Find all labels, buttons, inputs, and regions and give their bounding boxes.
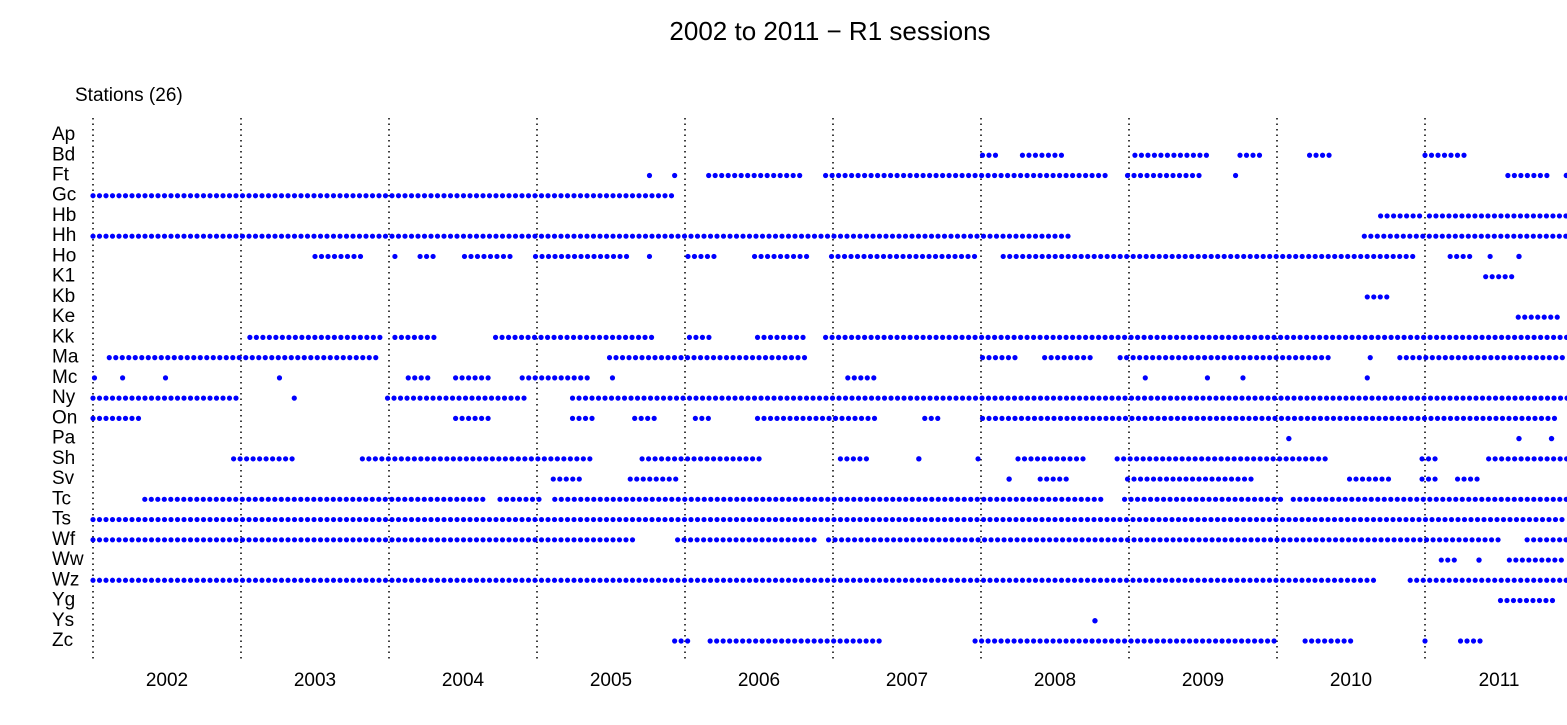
station-label: On [52,407,77,428]
station-label: Kk [52,326,75,347]
station-label: Hb [52,205,76,226]
station-label: Gc [52,185,76,206]
station-label: Sv [52,468,75,489]
station-label: Wf [52,529,76,550]
session-dot [1476,557,1482,563]
station-label: Yg [52,590,75,611]
station-label: Wz [52,569,79,590]
x-tick-label: 2006 [738,670,780,691]
station-label: Ho [52,245,76,266]
session-dot [1563,172,1567,179]
x-tick-label: 2004 [442,670,485,691]
station-label: Mc [52,367,77,388]
station-label: Ww [52,549,84,570]
session-dot [1006,476,1012,482]
station-label: Sh [52,448,75,469]
x-tick-label: 2007 [886,670,928,691]
station-label: Tc [52,488,71,509]
station-label: Zc [52,630,73,651]
station-label: Pa [52,428,76,449]
station-label: Bd [52,144,75,165]
station-label: Ft [52,164,70,185]
session-dot [1516,253,1522,260]
station-label: Kb [52,286,75,307]
session-dot [1548,435,1555,442]
chart-title: 2002 to 2011 − R1 sessions [669,16,990,46]
station-label: Ke [52,306,75,327]
y-axis-label: Stations (26) [75,85,183,106]
x-tick-label: 2003 [294,670,336,691]
x-tick-label: 2008 [1034,670,1076,691]
station-label: K1 [52,266,75,287]
session-dot [1092,618,1098,624]
x-tick-label: 2002 [146,670,188,691]
session-dot [916,456,922,462]
station-label: Hh [52,225,76,246]
station-label: Ts [52,509,71,530]
session-dot [1286,435,1292,442]
station-label: Ny [52,387,76,408]
x-tick-label: 2011 [1479,670,1520,691]
station-label: Ap [52,124,75,145]
x-tick-label: 2005 [590,670,632,691]
x-tick-label: 2009 [1182,670,1224,691]
x-tick-label: 2010 [1330,670,1372,691]
session-dot [1516,435,1522,442]
station-label: Ma [52,347,79,368]
station-label: Ys [52,610,74,631]
